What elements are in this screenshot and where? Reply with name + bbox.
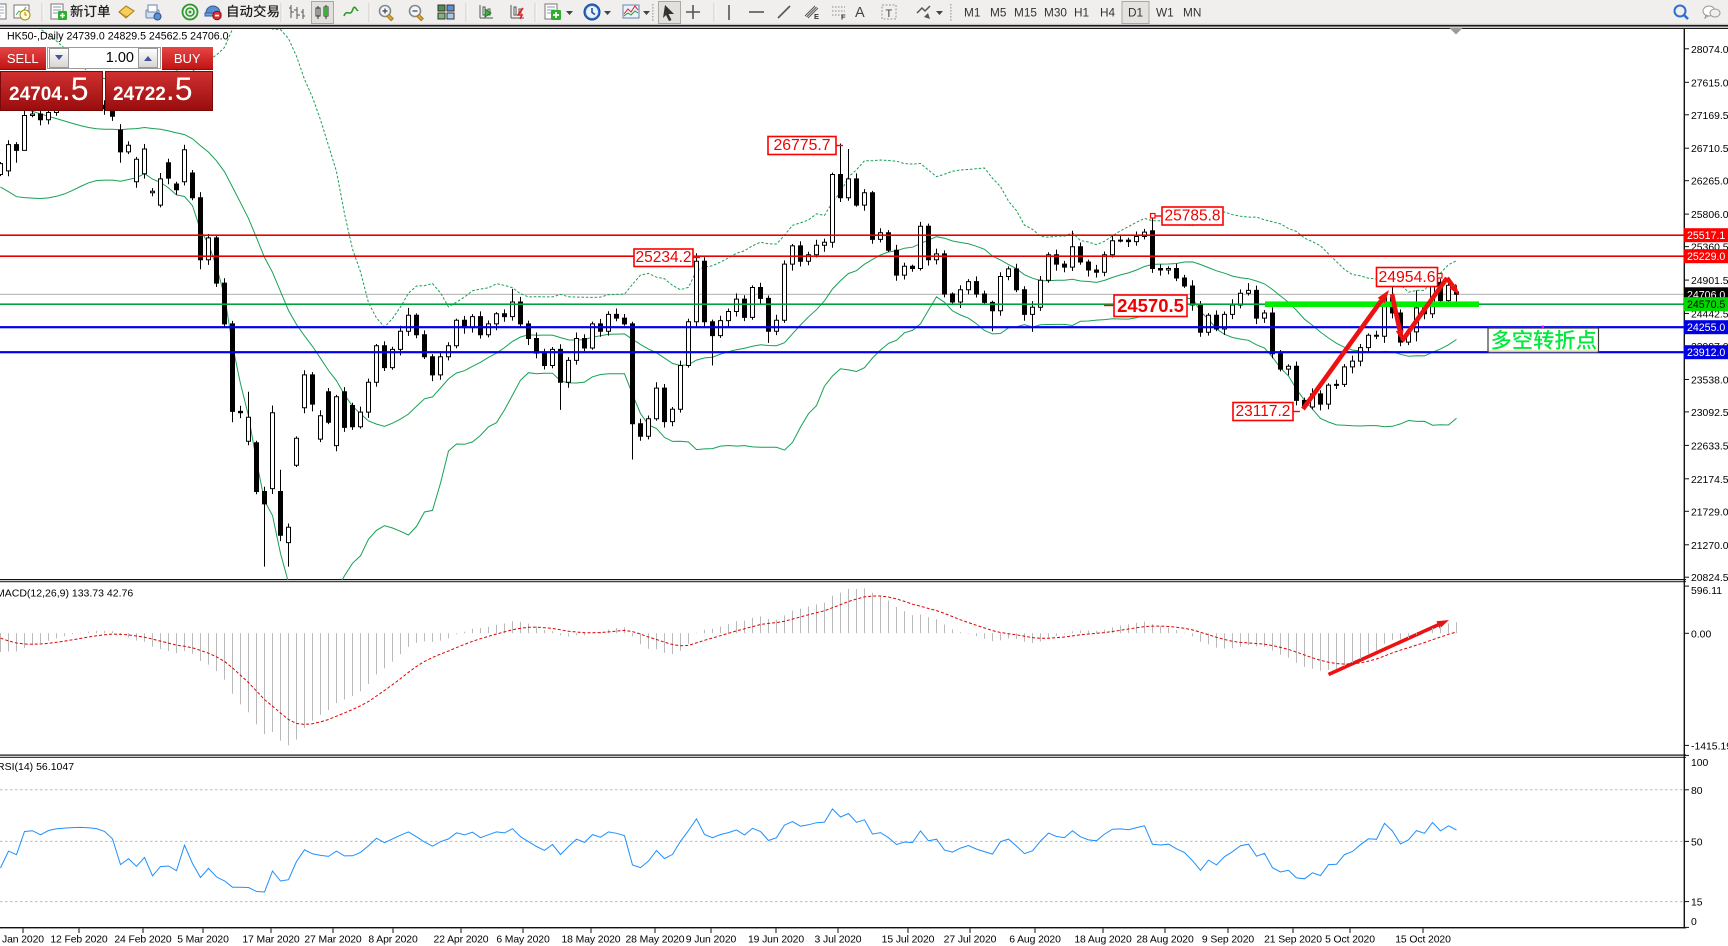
svg-text:27 Jul 2020: 27 Jul 2020	[944, 935, 997, 946]
svg-text:0: 0	[1691, 917, 1697, 928]
svg-text:26265.0: 26265.0	[1691, 177, 1728, 188]
svg-text:23912.0: 23912.0	[1687, 347, 1725, 359]
svg-text:12 Feb 2020: 12 Feb 2020	[50, 935, 108, 946]
svg-text:21729.0: 21729.0	[1691, 507, 1728, 518]
svg-text:21270.0: 21270.0	[1691, 541, 1728, 552]
svg-text:RSI(14) 56.1047: RSI(14) 56.1047	[0, 761, 74, 773]
svg-text:25517.1: 25517.1	[1687, 230, 1725, 242]
svg-text:M15: M15	[1014, 6, 1037, 20]
svg-text:22174.5: 22174.5	[1691, 475, 1728, 486]
svg-text:E: E	[814, 12, 819, 21]
svg-text:100: 100	[1691, 758, 1709, 769]
svg-text:H1: H1	[1074, 6, 1089, 20]
svg-text:19 Jun 2020: 19 Jun 2020	[748, 935, 804, 946]
svg-text:25806.0: 25806.0	[1691, 210, 1728, 221]
svg-text:596.11: 596.11	[1691, 586, 1722, 597]
svg-text:MACD(12,26,9) 133.73 42.76: MACD(12,26,9) 133.73 42.76	[0, 588, 133, 600]
svg-text:5 Mar 2020: 5 Mar 2020	[177, 935, 229, 946]
svg-text:Jan 2020: Jan 2020	[2, 935, 44, 946]
svg-text:25229.0: 25229.0	[1687, 251, 1725, 263]
svg-text:24570.5: 24570.5	[1687, 299, 1725, 311]
svg-text:F: F	[841, 13, 846, 22]
svg-text:24901.5: 24901.5	[1691, 276, 1728, 287]
svg-text:20824.5: 20824.5	[1691, 573, 1728, 584]
svg-text:5 Oct 2020: 5 Oct 2020	[1325, 935, 1375, 946]
svg-text:27169.5: 27169.5	[1691, 111, 1728, 122]
svg-text:D1: D1	[1128, 6, 1143, 20]
svg-text:A: A	[855, 5, 865, 21]
svg-text:25234.2: 25234.2	[635, 249, 691, 266]
svg-text:M30: M30	[1044, 6, 1067, 20]
svg-text:23117.2: 23117.2	[1236, 403, 1291, 420]
svg-text:23538.0: 23538.0	[1691, 376, 1728, 387]
svg-text:H4: H4	[1100, 6, 1116, 20]
svg-text:28 Aug 2020: 28 Aug 2020	[1136, 935, 1194, 946]
svg-text:W1: W1	[1156, 6, 1174, 20]
svg-text:28 May 2020: 28 May 2020	[626, 935, 685, 946]
svg-text:26710.5: 26710.5	[1691, 144, 1728, 155]
svg-text:21 Sep 2020: 21 Sep 2020	[1264, 935, 1322, 946]
svg-text:24442.5: 24442.5	[1691, 310, 1728, 321]
svg-text:9 Jun 2020: 9 Jun 2020	[686, 935, 737, 946]
svg-text:-1415.19: -1415.19	[1691, 741, 1728, 752]
svg-text:MN: MN	[1183, 6, 1201, 20]
svg-text:22633.5: 22633.5	[1691, 441, 1728, 452]
svg-text:15: 15	[1691, 898, 1703, 909]
svg-text:15 Oct 2020: 15 Oct 2020	[1395, 935, 1451, 946]
svg-text:3 Jul 2020: 3 Jul 2020	[815, 935, 862, 946]
svg-text:24954.6: 24954.6	[1378, 269, 1435, 286]
svg-text:6 May 2020: 6 May 2020	[496, 935, 550, 946]
svg-text:8 Apr 2020: 8 Apr 2020	[368, 935, 418, 946]
svg-text:80: 80	[1691, 786, 1703, 797]
svg-text:9 Sep 2020: 9 Sep 2020	[1202, 935, 1254, 946]
svg-text:17 Mar 2020: 17 Mar 2020	[242, 935, 300, 946]
svg-text:M1: M1	[964, 6, 980, 20]
svg-text:HK50-,Daily 24739.0 24829.5 2: HK50-,Daily 24739.0 24829.5 24562.5 2470…	[7, 31, 229, 43]
svg-text:0.00: 0.00	[1691, 629, 1711, 640]
svg-text:24 Feb 2020: 24 Feb 2020	[114, 935, 172, 946]
svg-text:26775.7: 26775.7	[773, 137, 830, 154]
svg-text:22 Apr 2020: 22 Apr 2020	[434, 935, 489, 946]
svg-text:23092.5: 23092.5	[1691, 408, 1728, 419]
svg-text:6 Aug 2020: 6 Aug 2020	[1009, 935, 1061, 946]
svg-text:18 Aug 2020: 18 Aug 2020	[1074, 935, 1132, 946]
svg-text:27615.0: 27615.0	[1691, 78, 1728, 89]
svg-text:27 Mar 2020: 27 Mar 2020	[304, 935, 362, 946]
svg-text:24255.0: 24255.0	[1687, 322, 1725, 334]
svg-text:T: T	[886, 8, 893, 20]
svg-text:18 May 2020: 18 May 2020	[562, 935, 621, 946]
svg-text:24570.5: 24570.5	[1117, 295, 1184, 316]
svg-text:25785.8: 25785.8	[1164, 208, 1220, 225]
svg-text:25360.5: 25360.5	[1691, 243, 1728, 254]
svg-text:50: 50	[1691, 837, 1703, 848]
svg-text:28074.0: 28074.0	[1691, 45, 1728, 56]
svg-text:15 Jul 2020: 15 Jul 2020	[882, 935, 935, 946]
svg-text:M5: M5	[990, 6, 1007, 20]
